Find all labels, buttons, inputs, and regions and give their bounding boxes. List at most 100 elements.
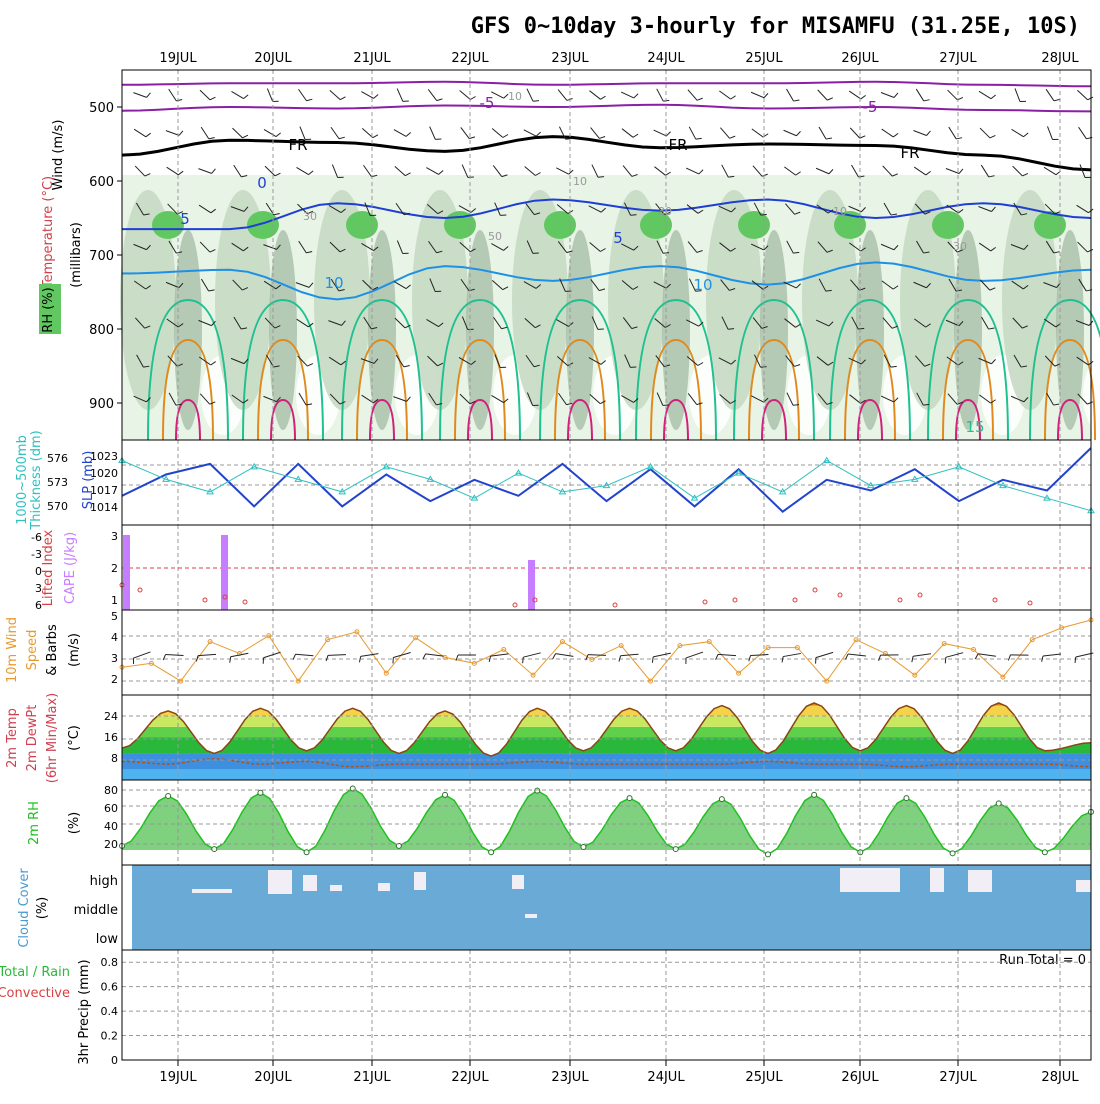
wind-barb — [201, 127, 209, 139]
date-label-bottom: 25JUL — [745, 1070, 783, 1085]
date-label-top: 24JUL — [647, 51, 685, 66]
rh-point — [627, 796, 632, 801]
wind-barb-10m — [653, 653, 671, 657]
wind-barb — [460, 91, 471, 100]
wind-barb — [621, 92, 634, 98]
p7-tick: low — [96, 932, 119, 947]
axis-title-total-rain: Total / Rain — [0, 965, 70, 980]
cloud-cover-block — [968, 870, 992, 892]
p3-right-tick: 3 — [111, 530, 118, 543]
wind-barb-feather — [796, 172, 801, 175]
wind-barb-10m — [718, 654, 736, 655]
lifted-index-point — [793, 598, 797, 602]
wind-barb-feather — [1023, 133, 1028, 137]
p6-tick: 80 — [104, 784, 118, 797]
axis-title-barbs: & Barbs — [45, 624, 60, 676]
axis-title-rh: RH (%) — [41, 287, 56, 332]
wind-barb-feather — [523, 657, 524, 663]
contour-label: 30 — [658, 205, 672, 218]
wind-barb — [979, 91, 991, 98]
wind-barb-feather — [1088, 97, 1093, 100]
wind-barb — [428, 89, 436, 100]
lifted-index-point — [138, 588, 142, 592]
wind-barb — [525, 167, 536, 176]
wind-barb-feather — [293, 654, 296, 659]
wind-barb — [883, 166, 893, 176]
axis-title-2m-rh: 2m RH — [27, 801, 42, 845]
p6-tick: 20 — [104, 838, 118, 851]
wind-barb-feather — [326, 655, 328, 661]
wind-barb — [430, 127, 436, 140]
wind-barb-feather — [634, 94, 638, 98]
rh-point — [812, 792, 817, 797]
date-label-top: 23JUL — [551, 51, 589, 66]
wind-barb-10m — [946, 653, 963, 658]
wind-barb — [232, 128, 242, 138]
wind-barb-feather — [945, 657, 946, 663]
p6-tick: 40 — [104, 820, 118, 833]
p8-tick: 0.2 — [101, 1030, 119, 1043]
p2-left-tick: 573 — [47, 476, 68, 489]
wind-barb-feather — [209, 138, 215, 139]
lifted-index-point — [1028, 601, 1032, 605]
contour-label: 5 — [180, 210, 190, 228]
wind-barb-feather — [956, 138, 962, 139]
p5-tick: 24 — [104, 710, 118, 723]
wind-barb-feather — [893, 133, 898, 137]
wind-barb-feather — [912, 656, 913, 662]
rh-point — [489, 850, 494, 855]
wind-barb — [686, 168, 699, 174]
wind-barb-feather — [146, 133, 151, 137]
cloud-cover-block — [192, 889, 232, 893]
wind-barb — [1013, 166, 1023, 176]
wind-barb-feather — [1054, 99, 1060, 100]
contour-label: FR — [900, 144, 919, 162]
wind-barb — [819, 127, 826, 139]
date-label-top: 21JUL — [353, 51, 391, 66]
wind-barb — [818, 90, 828, 100]
p1-tick-label: 500 — [89, 101, 114, 116]
wind-barb-feather — [959, 169, 963, 174]
wind-barb — [591, 128, 600, 139]
date-label-bottom: 27JUL — [939, 1070, 977, 1085]
rh-point — [950, 851, 955, 856]
wind-barb-feather — [212, 169, 216, 174]
wind-barb — [298, 89, 306, 100]
wind-barb-10m — [848, 654, 866, 656]
wind-barb-10m — [166, 655, 184, 656]
wind-barb — [296, 167, 308, 174]
axis-title-10m-wind: 10m Wind — [5, 617, 20, 683]
date-label-bottom: 21JUL — [353, 1070, 391, 1085]
wind-barb — [1044, 167, 1056, 174]
p8-tick: 0 — [111, 1054, 118, 1067]
contour-label: 0 — [257, 174, 267, 192]
wind-barb-feather — [503, 134, 508, 137]
wind-barb-feather — [633, 134, 638, 137]
wind-barb-feather — [406, 132, 411, 136]
thickness-line — [122, 461, 1091, 511]
wind-barb — [362, 128, 372, 137]
wind-barb — [623, 166, 632, 177]
rh-point — [673, 847, 678, 852]
contour-label: -5 — [480, 94, 495, 112]
wind-barb-feather — [730, 136, 736, 138]
wind-barb — [980, 128, 990, 138]
wind-barb-feather — [244, 95, 249, 99]
wind-barb — [1047, 126, 1052, 139]
wind-barb-feather — [793, 405, 799, 406]
p8-tick: 0.6 — [101, 981, 119, 994]
wind-barb-10m — [328, 655, 346, 656]
date-label-bottom: 28JUL — [1041, 1070, 1079, 1085]
rh-point — [904, 796, 909, 801]
wind-barb — [461, 127, 469, 138]
freezing-level — [122, 137, 1091, 170]
contour-label: -5 — [863, 98, 878, 116]
wind-barb-10m — [556, 654, 574, 657]
wind-barb — [166, 131, 179, 136]
cloud-cover-block — [330, 885, 342, 891]
rh-point — [719, 797, 724, 802]
p4-tick: 4 — [111, 631, 118, 644]
wind-barb-feather — [1075, 657, 1076, 663]
p7-tick: middle — [74, 903, 118, 918]
